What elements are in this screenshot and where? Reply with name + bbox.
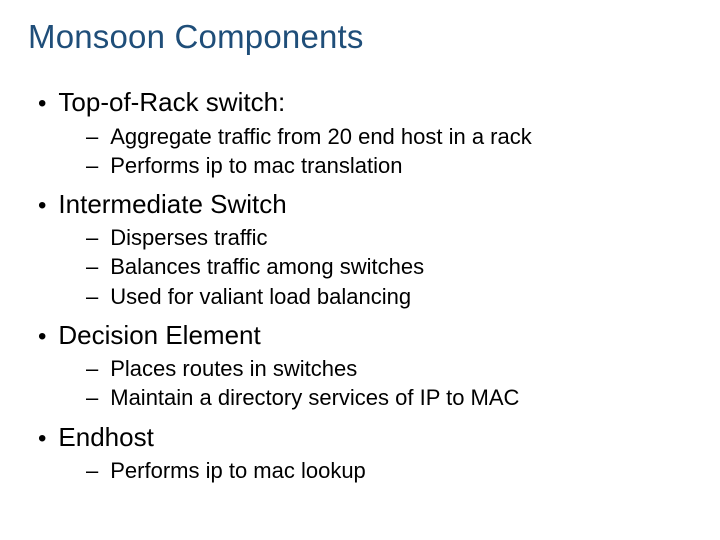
dash-icon: – [86, 253, 98, 281]
list-item-label: Balances traffic among switches [110, 253, 424, 281]
dash-icon: – [86, 224, 98, 252]
bullet-list-level1: • Top-of-Rack switch: – Aggregate traffi… [28, 86, 692, 485]
list-item-label: Used for valiant load balancing [110, 283, 411, 311]
list-item-label: Top-of-Rack switch: [58, 86, 285, 119]
dash-icon: – [86, 384, 98, 412]
bullet-list-level2: – Disperses traffic – Balances traffic a… [38, 224, 692, 310]
list-item: – Maintain a directory services of IP to… [86, 384, 692, 412]
list-item: – Balances traffic among switches [86, 253, 692, 281]
list-item-label: Intermediate Switch [58, 188, 286, 221]
dash-icon: – [86, 355, 98, 383]
list-item-label: Maintain a directory services of IP to M… [110, 384, 519, 412]
list-item: – Performs ip to mac translation [86, 152, 692, 180]
dash-icon: – [86, 123, 98, 151]
list-item-label: Endhost [58, 421, 153, 454]
dash-icon: – [86, 457, 98, 485]
list-item-label: Aggregate traffic from 20 end host in a … [110, 123, 532, 151]
bullet-icon: • [38, 194, 46, 218]
list-item: – Used for valiant load balancing [86, 283, 692, 311]
list-item: • Endhost – Performs ip to mac lookup [38, 421, 692, 486]
bullet-icon: • [38, 325, 46, 349]
list-item: – Aggregate traffic from 20 end host in … [86, 123, 692, 151]
list-item-label: Places routes in switches [110, 355, 357, 383]
bullet-list-level2: – Places routes in switches – Maintain a… [38, 355, 692, 412]
dash-icon: – [86, 283, 98, 311]
bullet-icon: • [38, 427, 46, 451]
list-item: – Places routes in switches [86, 355, 692, 383]
bullet-icon: • [38, 92, 46, 116]
list-item-label: Performs ip to mac lookup [110, 457, 366, 485]
list-item-label: Disperses traffic [110, 224, 267, 252]
dash-icon: – [86, 152, 98, 180]
list-item: – Performs ip to mac lookup [86, 457, 692, 485]
bullet-list-level2: – Aggregate traffic from 20 end host in … [38, 123, 692, 180]
list-item: – Disperses traffic [86, 224, 692, 252]
list-item: • Intermediate Switch – Disperses traffi… [38, 188, 692, 311]
list-item-label: Performs ip to mac translation [110, 152, 402, 180]
list-item-label: Decision Element [58, 319, 260, 352]
bullet-list-level2: – Performs ip to mac lookup [38, 457, 692, 485]
list-item: • Top-of-Rack switch: – Aggregate traffi… [38, 86, 692, 180]
slide-title: Monsoon Components [28, 18, 692, 56]
list-item: • Decision Element – Places routes in sw… [38, 319, 692, 413]
